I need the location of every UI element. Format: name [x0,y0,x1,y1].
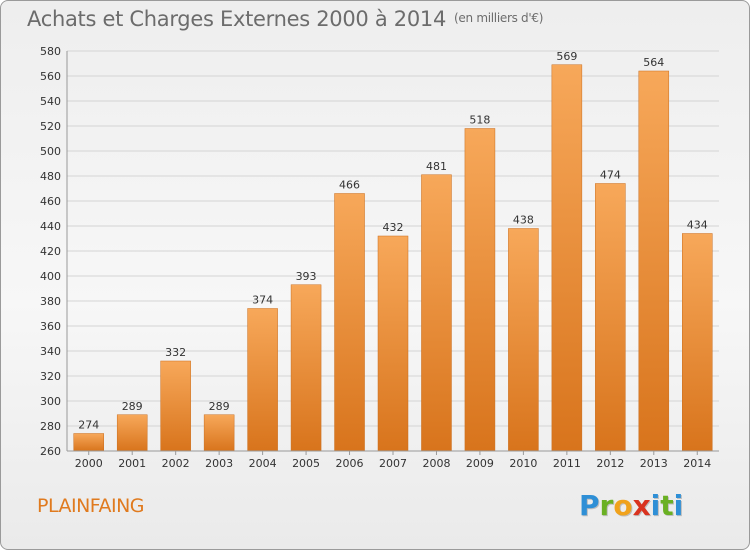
y-tick-label: 580 [40,45,61,58]
x-tick-label-2007: 2007 [379,457,407,470]
bar-2014 [682,233,713,452]
title-unit: (en milliers d'€) [454,11,544,25]
x-tick-label-2012: 2012 [596,457,624,470]
x-tick-label-2002: 2002 [162,457,190,470]
logo-letter: i [673,489,684,522]
y-tick-label: 260 [40,445,61,458]
x-tick-label-2013: 2013 [640,457,668,470]
y-tick-label: 500 [40,145,61,158]
y-tick-label: 520 [40,120,61,133]
value-label-2000: 274 [78,419,99,432]
y-tick-label: 280 [40,420,61,433]
y-tick-label: 460 [40,195,61,208]
x-tick-label-2004: 2004 [249,457,277,470]
bar-2008 [421,174,452,452]
axis-layer: 260 280 300 320 340 360 380 400 420 440 460 480 500 5… [40,45,719,470]
value-label-2002: 332 [165,346,186,359]
x-tick-label-2009: 2009 [466,457,494,470]
chart-title: Achats et Charges Externes 2000 à 2014 (e… [27,7,543,31]
y-tick-label: 360 [40,320,61,333]
commune-name: PLAINFAING [37,495,145,517]
y-tick-label: 300 [40,395,61,408]
value-label-2006: 466 [339,179,360,192]
y-tick-label: 480 [40,170,61,183]
logo-letter: i [650,489,661,522]
logo-letter: r [599,489,614,522]
bar-2002 [160,360,191,452]
bar-2005 [290,284,322,452]
bar-2009 [464,128,496,452]
x-tick-label-2000: 2000 [75,457,103,470]
logo-letter: o [613,489,633,522]
x-tick-label-2010: 2010 [509,457,537,470]
value-label-2001: 289 [122,400,143,413]
value-label-2011: 569 [556,50,577,63]
logo-letter: P [579,489,600,522]
bar-2010 [508,228,539,452]
y-tick-label: 400 [40,270,61,283]
y-tick-label: 380 [40,295,61,308]
x-tick-label-2011: 2011 [553,457,581,470]
y-tick-label: 320 [40,370,61,383]
x-tick-label-2014: 2014 [683,457,711,470]
y-tick-label: 340 [40,345,61,358]
proxiti-logo: Proxiti [579,489,683,522]
logo-letter: x [632,489,651,522]
bar-2012 [595,183,626,452]
y-tick-label: 540 [40,95,61,108]
value-label-2005: 393 [296,270,317,283]
y-tick-label: 440 [40,220,61,233]
bar-2003 [203,414,235,452]
bar-2006 [334,193,365,452]
bars-layer [73,64,713,452]
value-label-2008: 481 [426,160,447,173]
bar-2001 [116,414,148,452]
logo-letter: t [660,489,674,522]
value-label-2014: 434 [687,219,708,232]
bar-2000 [73,433,104,452]
title-text: Achats et Charges Externes 2000 à 2014 [27,7,447,31]
x-tick-label-2003: 2003 [205,457,233,470]
labels-layer: 274 289 332 289 374 393 466 432 481 518 438 569 474 5… [78,50,708,432]
bar-2007 [377,235,409,452]
x-tick-label-2008: 2008 [422,457,450,470]
x-tick-label-2005: 2005 [292,457,320,470]
value-label-2004: 374 [252,294,273,307]
value-label-2012: 474 [600,169,621,182]
y-tick-label: 420 [40,245,61,258]
bar-2004 [247,308,278,452]
x-tick-label-2001: 2001 [118,457,146,470]
value-label-2007: 432 [383,221,404,234]
value-label-2013: 564 [643,56,664,69]
x-tick-label-2006: 2006 [336,457,364,470]
value-label-2010: 438 [513,214,534,227]
y-tick-label: 560 [40,70,61,83]
value-label-2003: 289 [209,400,230,413]
value-label-2009: 518 [469,114,490,127]
bar-2011 [551,64,583,452]
bar-2013 [638,70,670,452]
